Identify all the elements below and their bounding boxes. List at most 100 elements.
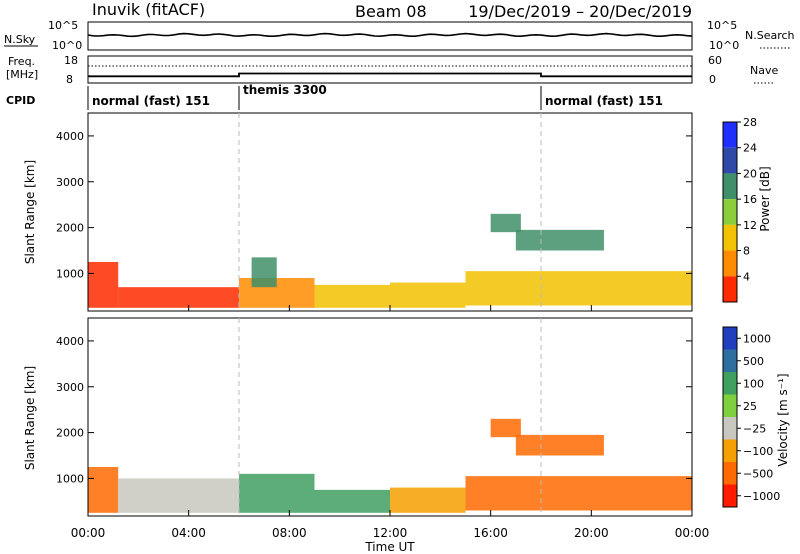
colorbar-swatch bbox=[723, 173, 737, 200]
date-range: 19/Dec/2019 – 20/Dec/2019 bbox=[468, 2, 692, 21]
x-tick-label: 00:00 bbox=[675, 526, 710, 540]
colorbar-tick-label: 12 bbox=[743, 219, 757, 232]
scatter-region bbox=[515, 434, 604, 456]
cpid-segment-label: themis 3300 bbox=[243, 83, 327, 97]
velocity-colorbar-label: Velocity [m s⁻¹] bbox=[776, 373, 790, 466]
scatter-region bbox=[239, 473, 315, 513]
colorbar-swatch bbox=[723, 484, 737, 507]
freq-line bbox=[88, 72, 692, 78]
nave-label: Nave bbox=[750, 64, 778, 77]
colorbar-swatch bbox=[723, 462, 737, 485]
freq-tick-low: 8 bbox=[66, 73, 73, 86]
beam-label: Beam 08 bbox=[355, 2, 427, 21]
colorbar-tick-label: −1000 bbox=[743, 490, 780, 503]
power-colorbar-label: Power [dB] bbox=[758, 166, 772, 231]
colorbar-tick-label: 20 bbox=[743, 167, 757, 180]
scatter-region bbox=[88, 466, 119, 513]
scatter-region bbox=[490, 418, 521, 438]
colorbar-tick-label: 28 bbox=[743, 116, 757, 129]
freq-label-line2: [MHz] bbox=[6, 68, 38, 81]
velocity-cells bbox=[88, 418, 692, 513]
power-y-axis: 1000 2000 3000 4000 bbox=[56, 130, 692, 280]
colorbar-tick-label: 500 bbox=[743, 355, 764, 368]
x-tick-label: 04:00 bbox=[171, 526, 206, 540]
nsky-panel-frame bbox=[87, 21, 693, 51]
scatter-region bbox=[118, 287, 239, 308]
x-tick-label: 20:00 bbox=[574, 526, 609, 540]
y-tick-label: 2000 bbox=[56, 222, 84, 235]
colorbar-tick-label: 100 bbox=[743, 377, 764, 390]
colorbar-tick-label: 8 bbox=[743, 245, 750, 258]
nsky-tick-right-low: 10^0 bbox=[709, 39, 739, 52]
time-axis-label: Time UT bbox=[364, 540, 415, 554]
colorbar-swatch bbox=[723, 327, 737, 350]
freq-panel-frame bbox=[87, 55, 693, 84]
scatter-region bbox=[515, 229, 604, 251]
colorbar-frame bbox=[722, 121, 738, 303]
cpid-segments: normal (fast) 151 themis 3300 normal (fast… bbox=[92, 83, 663, 110]
velocity-y-axis: 1000 2000 3000 4000 bbox=[56, 335, 692, 485]
power-colorbar: 4 8 12 16 20 24 28 bbox=[722, 116, 757, 303]
velocity-colorbar: 1000 500 100 25 −25 −100 −500 −1000 bbox=[722, 326, 780, 508]
nave-tick-high: 60 bbox=[708, 54, 722, 67]
colorbar-tick-label: 16 bbox=[743, 193, 757, 206]
y-tick-label: 4000 bbox=[56, 130, 84, 143]
scatter-region bbox=[465, 271, 692, 306]
nsky-tick-left-high: 10^5 bbox=[48, 19, 78, 32]
colorbar-swatch bbox=[723, 372, 737, 395]
colorbar-swatch bbox=[723, 394, 737, 417]
colorbar-tick-label: 25 bbox=[743, 400, 757, 413]
y-tick-label: 2000 bbox=[56, 427, 84, 440]
y-tick-label: 3000 bbox=[56, 381, 84, 394]
scatter-region bbox=[314, 489, 390, 513]
colorbar-swatch bbox=[723, 147, 737, 174]
cpid-segment-label: normal (fast) 151 bbox=[92, 94, 210, 108]
colorbar-tick-label: −500 bbox=[743, 467, 773, 480]
x-tick-label: 00:00 bbox=[71, 526, 106, 540]
colorbar-swatch bbox=[723, 250, 737, 277]
colorbar-swatch bbox=[723, 276, 737, 302]
scatter-region bbox=[88, 261, 119, 308]
scatter-region bbox=[118, 478, 239, 513]
scatter-region bbox=[390, 282, 466, 308]
colorbar-tick-label: −100 bbox=[743, 445, 773, 458]
colorbar-tick-label: −25 bbox=[743, 422, 766, 435]
freq-label-line1: Freq. bbox=[8, 55, 35, 68]
nave-tick-low: 0 bbox=[709, 73, 716, 86]
nsky-line bbox=[87, 32, 693, 38]
colorbar-swatch bbox=[723, 199, 737, 225]
x-tick-label: 16:00 bbox=[473, 526, 508, 540]
nsearch-label: N.Search bbox=[745, 29, 795, 42]
power-ylabel: Slant Range [km] bbox=[23, 160, 37, 264]
colorbar-swatch bbox=[723, 439, 737, 462]
scatter-region bbox=[251, 257, 277, 288]
colorbar-tick-label: 4 bbox=[743, 270, 750, 283]
colorbar-swatch bbox=[723, 122, 737, 148]
y-tick-label: 3000 bbox=[56, 176, 84, 189]
velocity-ylabel: Slant Range [km] bbox=[23, 366, 37, 470]
colorbar-frame bbox=[722, 326, 738, 508]
nsky-tick-left-low: 10^0 bbox=[52, 39, 82, 52]
y-tick-label: 1000 bbox=[56, 267, 84, 280]
colorbar-tick-label: 24 bbox=[743, 142, 757, 155]
colorbar-swatch bbox=[723, 224, 737, 251]
colorbar-swatch bbox=[723, 349, 737, 372]
scatter-region bbox=[314, 284, 390, 308]
station-title: Inuvik (fitACF) bbox=[92, 0, 205, 19]
scatter-region bbox=[490, 213, 521, 233]
scatter-region bbox=[465, 476, 692, 511]
time-axis: 00:00 04:00 08:00 12:00 16:00 20:00 00:00 bbox=[71, 113, 710, 540]
power-cells bbox=[88, 213, 692, 308]
freq-tick-high: 18 bbox=[64, 54, 78, 67]
x-tick-label: 12:00 bbox=[373, 526, 408, 540]
cpid-segment-label: normal (fast) 151 bbox=[545, 94, 663, 108]
y-tick-label: 4000 bbox=[56, 335, 84, 348]
colorbar-swatch bbox=[723, 417, 737, 440]
cpid-label: CPID bbox=[6, 94, 35, 107]
nsky-label: N.Sky bbox=[4, 33, 36, 46]
y-tick-label: 1000 bbox=[56, 472, 84, 485]
scatter-region bbox=[390, 487, 466, 513]
colorbar-tick-label: 1000 bbox=[743, 332, 771, 345]
x-tick-label: 08:00 bbox=[272, 526, 307, 540]
